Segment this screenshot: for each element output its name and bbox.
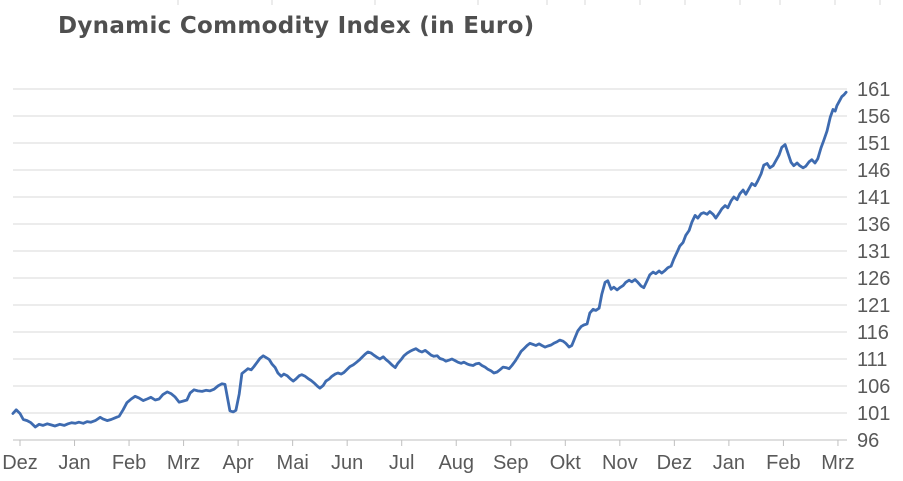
x-axis-label: Mrz [167, 452, 200, 474]
y-axis-label: 126 [857, 268, 890, 290]
y-axis-label: 146 [857, 160, 890, 182]
y-axis-label: 161 [857, 79, 890, 101]
y-axis-label: 96 [857, 430, 879, 452]
x-axis-label: Jul [389, 452, 415, 474]
y-axis-label: 131 [857, 241, 890, 263]
x-axis-label: Jan [713, 452, 745, 474]
y-axis-label: 116 [857, 322, 889, 344]
y-axis-label: 136 [857, 214, 890, 236]
x-axis-label: Feb [766, 452, 800, 474]
y-axis-label: 121 [857, 295, 890, 317]
x-axis-label: Okt [550, 452, 582, 474]
x-axis-label: Mrz [821, 452, 854, 474]
x-axis-label: Mai [277, 452, 309, 474]
y-axis-label: 101 [857, 403, 890, 425]
x-axis-label: Dez [2, 452, 38, 474]
y-axis-label: 151 [857, 133, 890, 155]
y-axis-label: 156 [857, 106, 890, 128]
series-line [11, 90, 848, 429]
x-axis-label: Jun [331, 452, 363, 474]
x-axis-label: Aug [438, 452, 474, 474]
y-axis-label: 141 [857, 187, 890, 209]
y-axis-label: 106 [857, 376, 890, 398]
x-axis-label: Nov [602, 452, 638, 474]
x-axis-label: Apr [223, 452, 254, 474]
x-axis-label: Feb [112, 452, 146, 474]
x-axis-label: Sep [493, 452, 529, 474]
chart-title: Dynamic Commodity Index (in Euro) [58, 13, 535, 39]
x-axis-label: Dez [657, 452, 693, 474]
x-axis-label: Jan [58, 452, 90, 474]
y-axis-label: 111 [857, 349, 887, 371]
